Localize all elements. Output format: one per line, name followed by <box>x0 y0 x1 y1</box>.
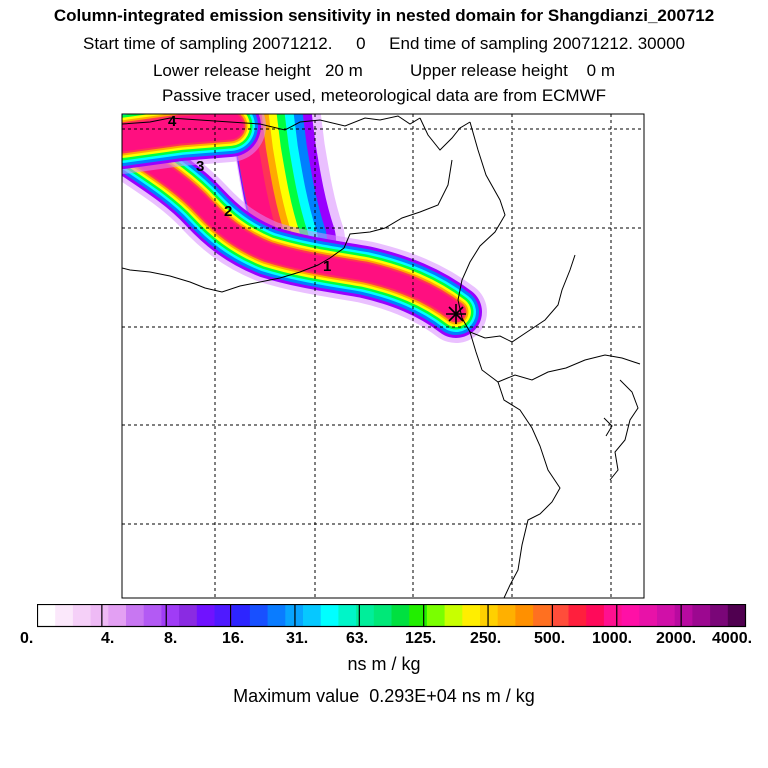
day-label-3: 3 <box>196 158 204 175</box>
plume-layers <box>122 114 487 343</box>
maximum-value-label: Maximum value 0.293E+04 ns m / kg <box>233 686 535 706</box>
colorbar-segment <box>196 604 215 627</box>
colorbar-segment <box>143 604 162 627</box>
colorbar-segment <box>90 604 109 627</box>
colorbar-tick-label: 250. <box>470 630 502 647</box>
colorbar-segment <box>462 604 481 627</box>
colorbar-tick-label: 500. <box>534 630 566 647</box>
day-label-4: 4 <box>168 113 177 130</box>
colorbar-segment <box>409 604 428 627</box>
colorbar-segment <box>621 604 640 627</box>
colorbar-segment <box>72 604 91 627</box>
colorbar-segment <box>568 604 587 627</box>
release-height-line: Lower release height 20 m Upper release … <box>152 61 616 80</box>
plume-head-core <box>122 114 244 152</box>
day-label-2: 2 <box>224 203 232 220</box>
receptor-asterisk-icon <box>446 304 466 324</box>
colorbar-segment <box>267 604 286 627</box>
colorbar-tick-label: 125. <box>405 630 437 647</box>
sensitivity-map: 1 2 3 4 <box>121 113 645 599</box>
colorbar-segment <box>303 604 322 627</box>
colorbar-segment <box>444 604 463 627</box>
colorbar-segment <box>586 604 605 627</box>
colorbar <box>37 604 747 628</box>
colorbar-segment <box>249 604 268 627</box>
colorbar-segment <box>603 604 622 627</box>
colorbar-segment <box>356 604 375 627</box>
colorbar-segment <box>108 604 127 627</box>
colorbar-segment <box>179 604 198 627</box>
colorbar-tick-label: 63. <box>346 630 369 647</box>
colorbar-segment <box>338 604 357 627</box>
plume-main-core <box>122 136 465 321</box>
map-frame <box>121 113 645 599</box>
colorbar-segment <box>37 604 56 627</box>
colorbar-segment <box>373 604 392 627</box>
colorbar-segment <box>214 604 233 627</box>
colorbar-tick-label: 2000. <box>656 630 697 647</box>
colorbar-tick-label: 1000. <box>592 630 633 647</box>
colorbar-segment <box>657 604 676 627</box>
colorbar-segment <box>232 604 251 627</box>
colorbar-segment <box>480 604 499 627</box>
colorbar-segment <box>497 604 516 627</box>
colorbar-segment <box>533 604 552 627</box>
colorbar-segment <box>161 604 180 627</box>
colorbar-segment <box>320 604 339 627</box>
colorbar-tick-label: 16. <box>222 630 245 647</box>
colorbar-tick-label: 4000. <box>712 630 753 647</box>
colorbar-segment <box>55 604 74 627</box>
colorbar-segment <box>426 604 445 627</box>
day-label-1: 1 <box>323 258 331 275</box>
colorbar-segment <box>727 604 746 627</box>
coastlines <box>122 115 641 598</box>
colorbar-segment <box>391 604 410 627</box>
colorbar-tick-label: 0. <box>20 630 34 647</box>
colorbar-unit-label: ns m / kg <box>347 654 421 674</box>
colorbar-tick-label: 31. <box>286 630 309 647</box>
sampling-time-line: Start time of sampling 20071212. 0 End t… <box>83 34 685 53</box>
tracer-info-line: Passive tracer used, meteorological data… <box>161 86 607 105</box>
colorbar-tick-label: 8. <box>164 630 178 647</box>
lat-lon-grid <box>122 114 644 598</box>
colorbar-segment <box>515 604 534 627</box>
colorbar-segment <box>692 604 711 627</box>
colorbar-segment <box>674 604 693 627</box>
day-labels: 1 2 3 4 <box>168 113 331 275</box>
colorbar-segment <box>639 604 658 627</box>
colorbar-tick-label: 4. <box>101 630 115 647</box>
colorbar-segment <box>710 604 729 627</box>
colorbar-segment <box>285 604 304 627</box>
colorbar-segment <box>126 604 145 627</box>
colorbar-segment <box>550 604 569 627</box>
plot-title: Column-integrated emission sensitivity i… <box>53 6 715 25</box>
